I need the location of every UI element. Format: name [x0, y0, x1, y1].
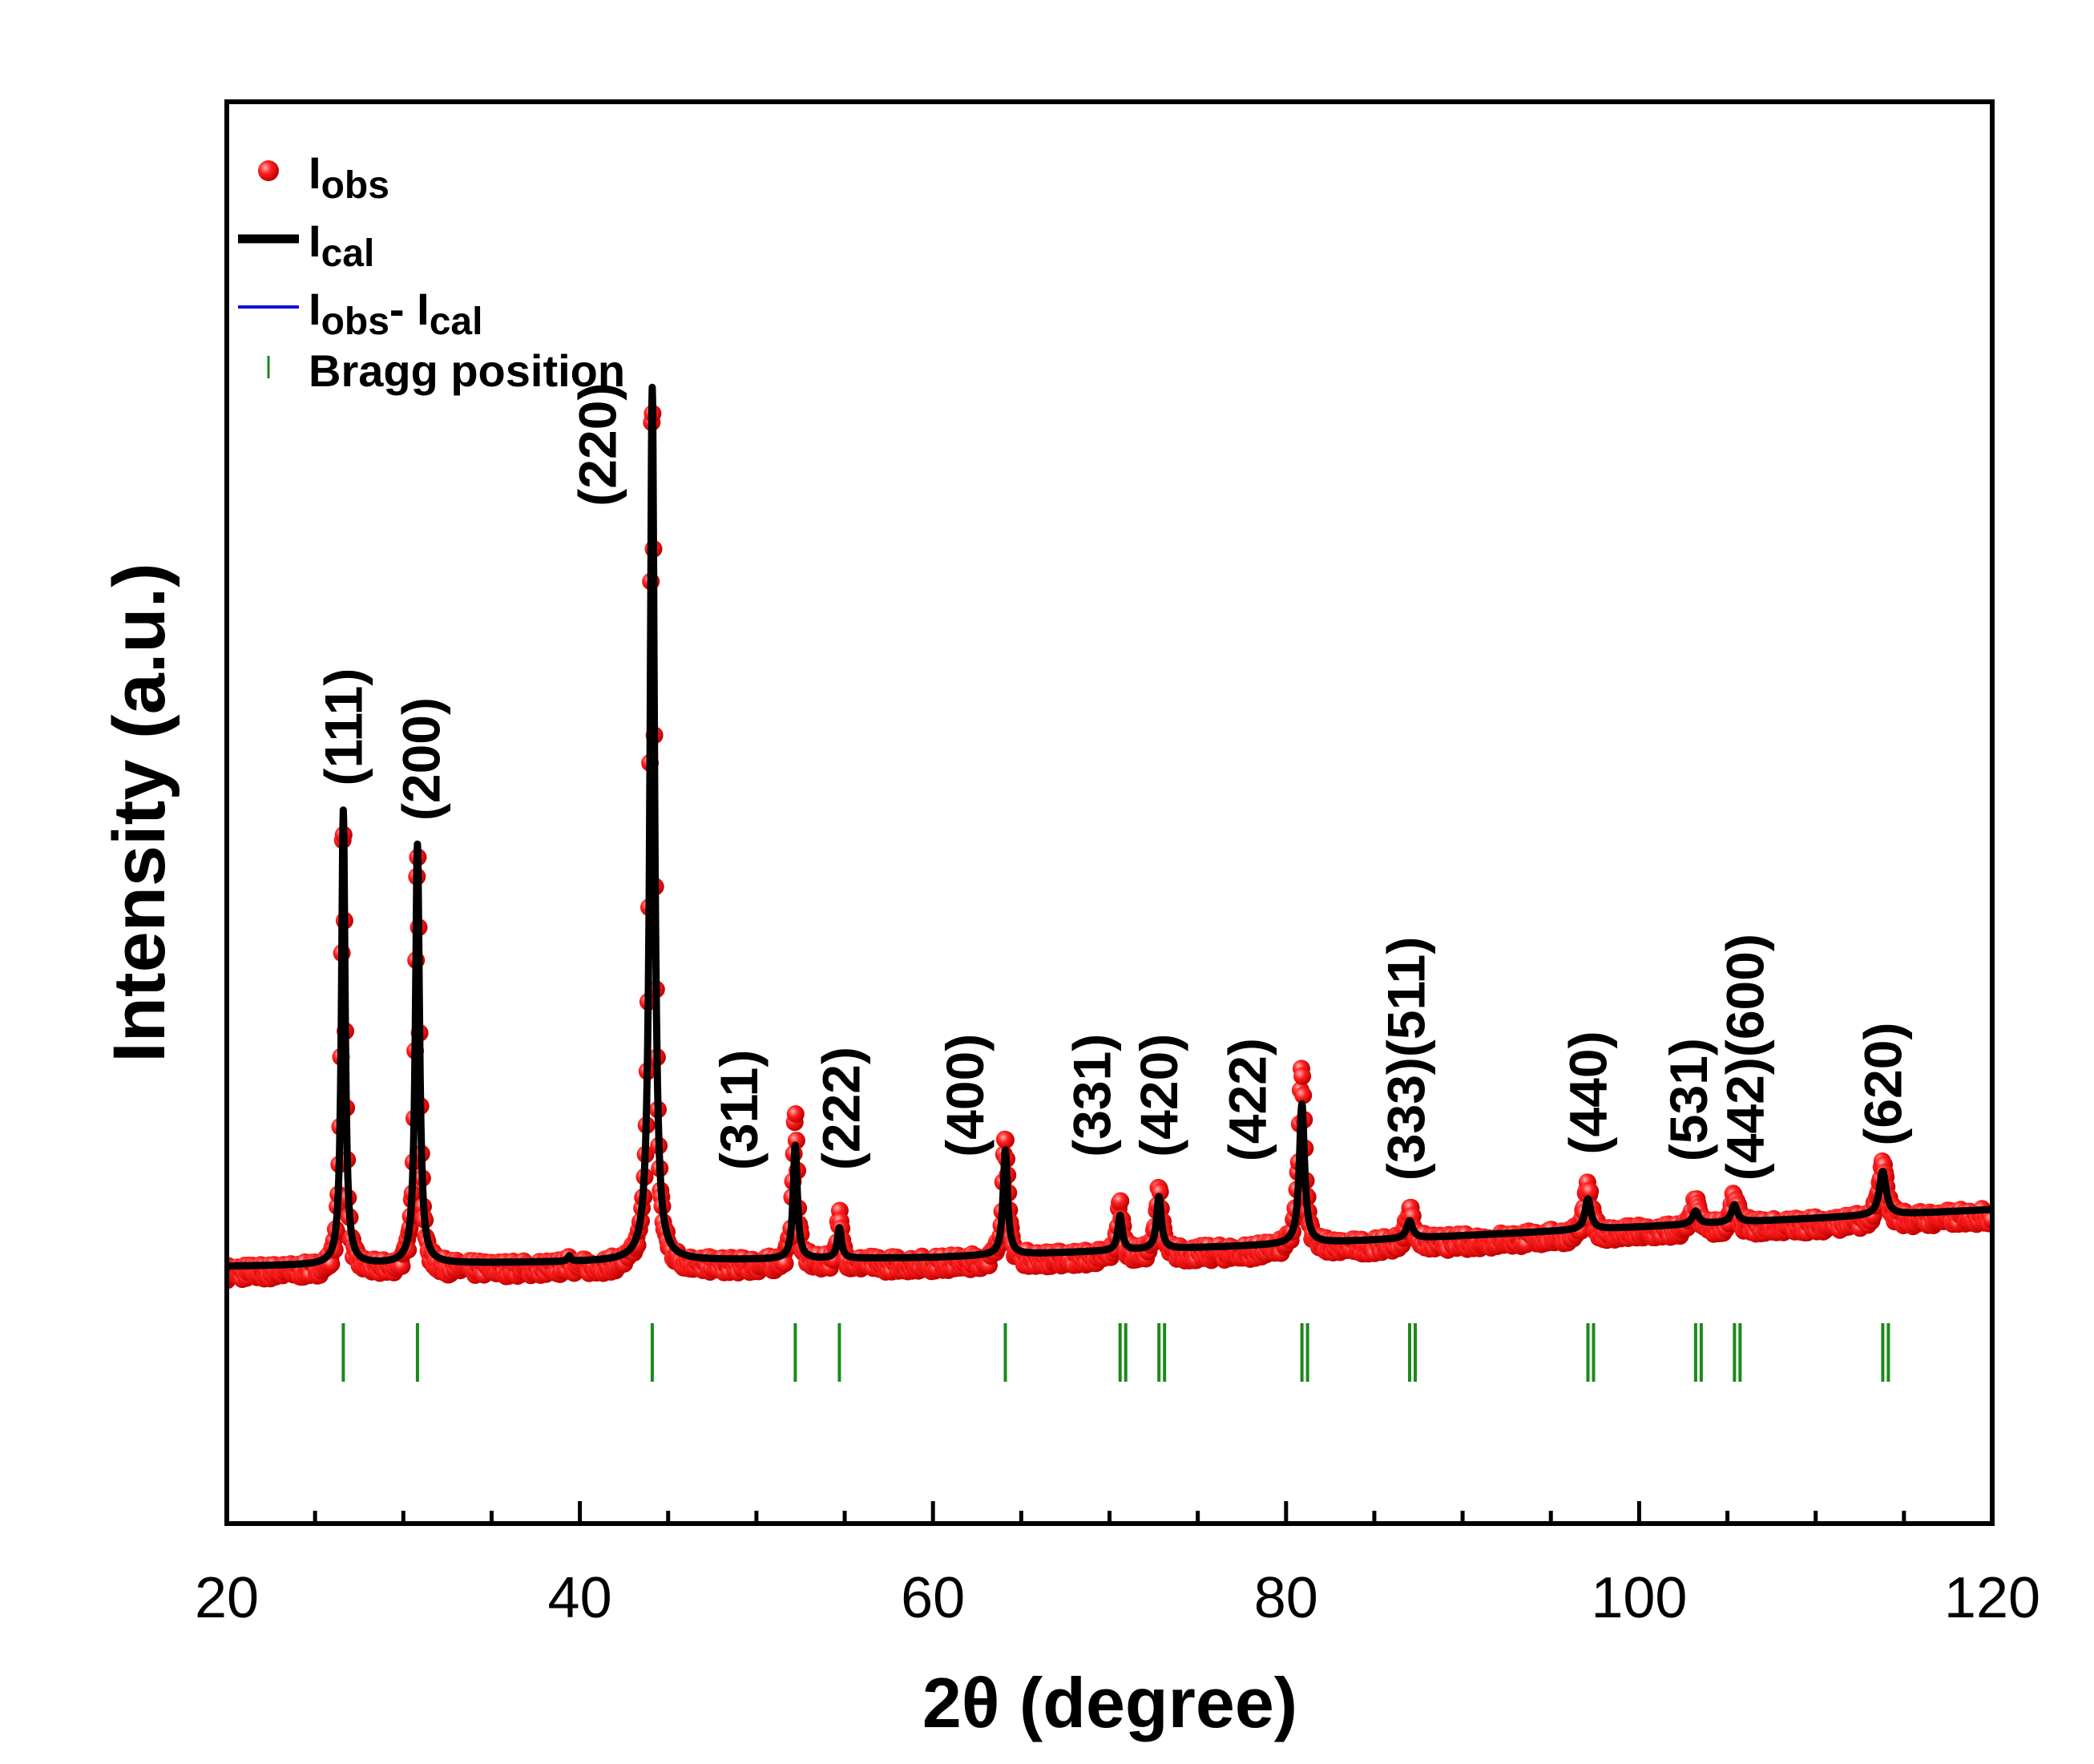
- x-tick-label: 100: [1591, 1566, 1687, 1630]
- peak-label: (333)(511): [1377, 937, 1436, 1181]
- peak-label: (222): [812, 1047, 871, 1170]
- legend-swatch-obs: [258, 160, 279, 181]
- bragg-position-series: [341, 1323, 1890, 1382]
- peak-label: (442)(600): [1716, 934, 1775, 1181]
- obs-point: [1294, 1086, 1313, 1104]
- peak-label: (111): [313, 668, 373, 786]
- x-tick-label: 120: [1944, 1566, 2040, 1630]
- peak-label: (331): [1063, 1034, 1122, 1157]
- legend-label: Bragg position: [309, 345, 625, 396]
- peak-label: (620): [1853, 1023, 1912, 1146]
- peak-label: (220): [568, 383, 627, 507]
- peak-label: (440): [1559, 1031, 1618, 1154]
- legend-label: Iobs- Ical: [309, 284, 482, 343]
- obs-point: [786, 1105, 805, 1123]
- peak-label: (422): [1217, 1038, 1277, 1161]
- x-tick-label: 20: [195, 1566, 259, 1630]
- peak-label: (311): [709, 1050, 769, 1170]
- obs-point: [1112, 1192, 1130, 1210]
- peak-label: (531): [1659, 1038, 1718, 1161]
- peak-label: (420): [1129, 1034, 1188, 1157]
- plot-frame: [224, 99, 1995, 1526]
- legend-label: Ical: [309, 216, 374, 275]
- peak-label: (200): [391, 697, 450, 821]
- x-axis-ticks: 20 40 60 80 100 120: [195, 1501, 2040, 1630]
- x-tick-label: 80: [1254, 1566, 1318, 1630]
- peak-label: (400): [935, 1034, 995, 1157]
- peak-labels: (111) (200) (220) (311) (222) (400) (331) (420)…: [313, 383, 1912, 1181]
- x-axis-label: 2θ (degree): [922, 1663, 1297, 1742]
- x-tick-label: 40: [548, 1566, 612, 1630]
- obs-point: [997, 1131, 1015, 1149]
- obs-point: [1581, 1182, 1600, 1201]
- legend-label: Iobs: [309, 147, 389, 207]
- obs-point: [1293, 1067, 1312, 1085]
- x-tick-label: 60: [901, 1566, 965, 1630]
- calculated-intensity-series: [227, 383, 1992, 1270]
- cal-line: [227, 383, 1992, 1270]
- y-axis-label: Intensity (a.u.): [99, 563, 180, 1063]
